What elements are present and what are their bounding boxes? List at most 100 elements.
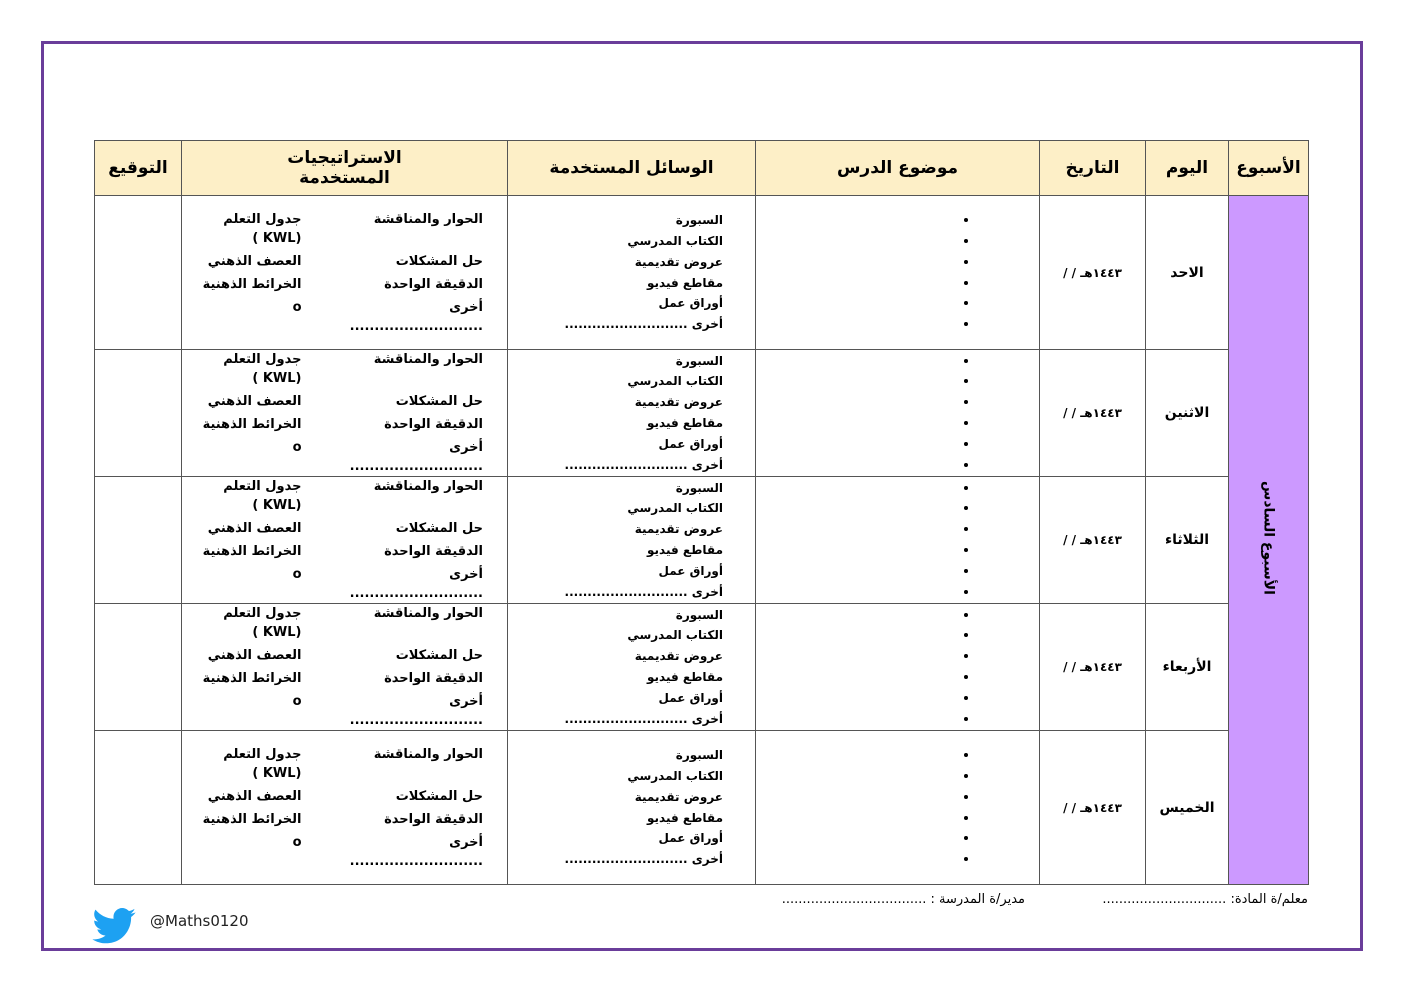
day-cell: الخميس [1145,730,1229,885]
tool-item[interactable]: مقاطع فيديو [508,273,968,294]
strategy-item[interactable]: الحوار والمناقشة [373,479,483,494]
tool-item[interactable]: الكتاب المدرسي [508,371,968,392]
tool-item[interactable]: عروض تقديمية [508,252,968,273]
tool-item[interactable]: السبورة [508,351,968,372]
strategy-item[interactable]: العصف الذهني [207,253,302,269]
strategy-item[interactable]: الخرائط الذهنية [202,417,302,432]
strategy-item[interactable]: حل المشكلات [395,394,483,409]
strategies-cell: الحوار والمناقشة جدول التعلم (KWL ) حل الم… [181,195,508,350]
tool-item[interactable]: مقاطع فيديو [508,808,968,829]
strategy-item[interactable]: جدول التعلم (KWL ) [223,211,302,246]
signature-cell[interactable] [94,476,182,604]
topic-cell[interactable] [755,195,1040,350]
strategy-item[interactable]: الدقيقة الواحدة [384,417,483,432]
strategy-item[interactable]: العصف الذهني [207,648,302,663]
tool-item[interactable]: الكتاب المدرسي [508,766,968,787]
strategy-item[interactable]: حل المشكلات [395,521,483,536]
date-cell[interactable]: / / ١٤٤٣هـ [1039,476,1146,604]
table-row: الأسبوع السادس الاحد / / ١٤٤٣هـ السبورة الكت… [94,195,1309,885]
tool-item[interactable]: مقاطع فيديو [508,413,968,434]
day-cell: الاحد [1145,195,1229,350]
twitter-handle[interactable]: @Maths0120 [150,912,249,930]
tool-item[interactable]: مقاطع فيديو [508,540,968,561]
strategy-item[interactable]: الخرائط الذهنية [202,811,302,827]
tool-item[interactable]: الكتاب المدرسي [508,625,968,646]
strategy-item[interactable]: أخرى ........................... [349,440,483,474]
signature-cell[interactable] [94,349,182,477]
tool-item[interactable]: أوراق عمل [508,688,968,709]
strategy-item[interactable]: o [292,694,302,709]
strategy-item[interactable]: جدول التعلم (KWL ) [223,479,302,513]
tool-item[interactable]: أوراق عمل [508,434,968,455]
topic-cell[interactable] [755,603,1040,731]
strategy-item[interactable]: الخرائط الذهنية [202,544,302,559]
strategy-item[interactable]: الدقيقة الواحدة [384,544,483,559]
strategy-item[interactable]: الحوار والمناقشة [373,746,483,762]
date-cell[interactable]: / / ١٤٤٣هـ [1039,349,1146,477]
strategy-item[interactable]: o [292,567,302,582]
header-date: التاريخ [1039,140,1146,196]
tool-item[interactable]: أخرى ........................... [508,582,968,603]
tool-item[interactable]: مقاطع فيديو [508,667,968,688]
strategies-cell: الحوار والمناقشة جدول التعلم (KWL ) حل الم… [181,730,508,885]
strategy-item[interactable]: حل المشكلات [395,648,483,663]
tool-item[interactable]: عروض تقديمية [508,392,968,413]
tool-item[interactable]: أخرى ........................... [508,314,968,335]
strategy-item[interactable]: أخرى ........................... [349,694,483,728]
strategy-item[interactable]: جدول التعلم (KWL ) [223,746,302,781]
tool-item[interactable]: أخرى ........................... [508,849,968,870]
date-cell[interactable]: / / ١٤٤٣هـ [1039,603,1146,731]
tool-item[interactable]: السبورة [508,745,968,766]
signature-cell[interactable] [94,603,182,731]
tool-item[interactable]: عروض تقديمية [508,646,968,667]
strategy-item[interactable]: العصف الذهني [207,394,302,409]
strategy-item[interactable]: العصف الذهني [207,788,302,804]
strategy-item[interactable]: الدقيقة الواحدة [384,276,483,292]
strategy-item[interactable]: الدقيقة الواحدة [384,811,483,827]
tool-item[interactable]: السبورة [508,478,968,499]
strategy-item[interactable]: جدول التعلم (KWL ) [223,352,302,386]
tool-item[interactable]: أخرى ........................... [508,709,968,730]
strategy-item[interactable]: o [292,440,302,455]
tool-item[interactable]: أوراق عمل [508,293,968,314]
topic-cell[interactable] [755,730,1040,885]
strategy-item[interactable]: الخرائط الذهنية [202,276,302,292]
strategy-item[interactable]: o [292,834,302,850]
topic-cell[interactable] [755,349,1040,477]
strategy-item[interactable]: أخرى ........................... [349,299,483,334]
strategy-item[interactable]: الحوار والمناقشة [373,606,483,621]
strategy-item[interactable]: الحوار والمناقشة [373,211,483,227]
strategy-item[interactable]: أخرى ........................... [349,834,483,869]
strategy-item[interactable]: جدول التعلم (KWL ) [223,606,302,640]
strategy-item[interactable]: العصف الذهني [207,521,302,536]
tool-item[interactable]: السبورة [508,210,968,231]
tool-item[interactable]: عروض تقديمية [508,519,968,540]
header-day: اليوم [1145,140,1229,196]
date-cell[interactable]: / / ١٤٤٣هـ [1039,730,1146,885]
tool-item[interactable]: أوراق عمل [508,828,968,849]
teacher-signature-line: معلم/ة المادة: .........................… [1102,892,1308,907]
tool-item[interactable]: الكتاب المدرسي [508,231,968,252]
topic-cell[interactable] [755,476,1040,604]
day-cell: الاثنين [1145,349,1229,477]
signature-cell[interactable] [94,195,182,350]
tool-item[interactable]: عروض تقديمية [508,787,968,808]
strategy-item[interactable]: الدقيقة الواحدة [384,671,483,686]
strategy-item[interactable]: حل المشكلات [395,788,483,804]
table-row: الاثنين / / ١٤٤٣هـ السبورة الكتاب المدرسي عر… [94,349,1309,477]
date-cell[interactable]: / / ١٤٤٣هـ [1039,195,1146,350]
tools-cell: السبورة الكتاب المدرسي عروض تقديمية مقاطع ف… [507,603,968,731]
principal-signature-line: مدير/ة المدرسة : .......................… [781,892,1025,907]
strategy-item[interactable]: الحوار والمناقشة [373,352,483,367]
strategy-item[interactable]: حل المشكلات [395,253,483,269]
strategy-item[interactable]: أخرى ........................... [349,567,483,601]
strategy-item[interactable]: o [292,299,302,315]
tool-item[interactable]: أوراق عمل [508,561,968,582]
signature-cell[interactable] [94,730,182,885]
strategies-cell: الحوار والمناقشة جدول التعلم (KWL ) حل الم… [181,603,508,731]
tool-item[interactable]: السبورة [508,605,968,626]
tool-item[interactable]: الكتاب المدرسي [508,498,968,519]
table-row: الخميس / / ١٤٤٣هـ السبورة الكتاب المدرسي عرو… [94,730,1309,885]
strategy-item[interactable]: الخرائط الذهنية [202,671,302,686]
tool-item[interactable]: أخرى ........................... [508,455,968,476]
